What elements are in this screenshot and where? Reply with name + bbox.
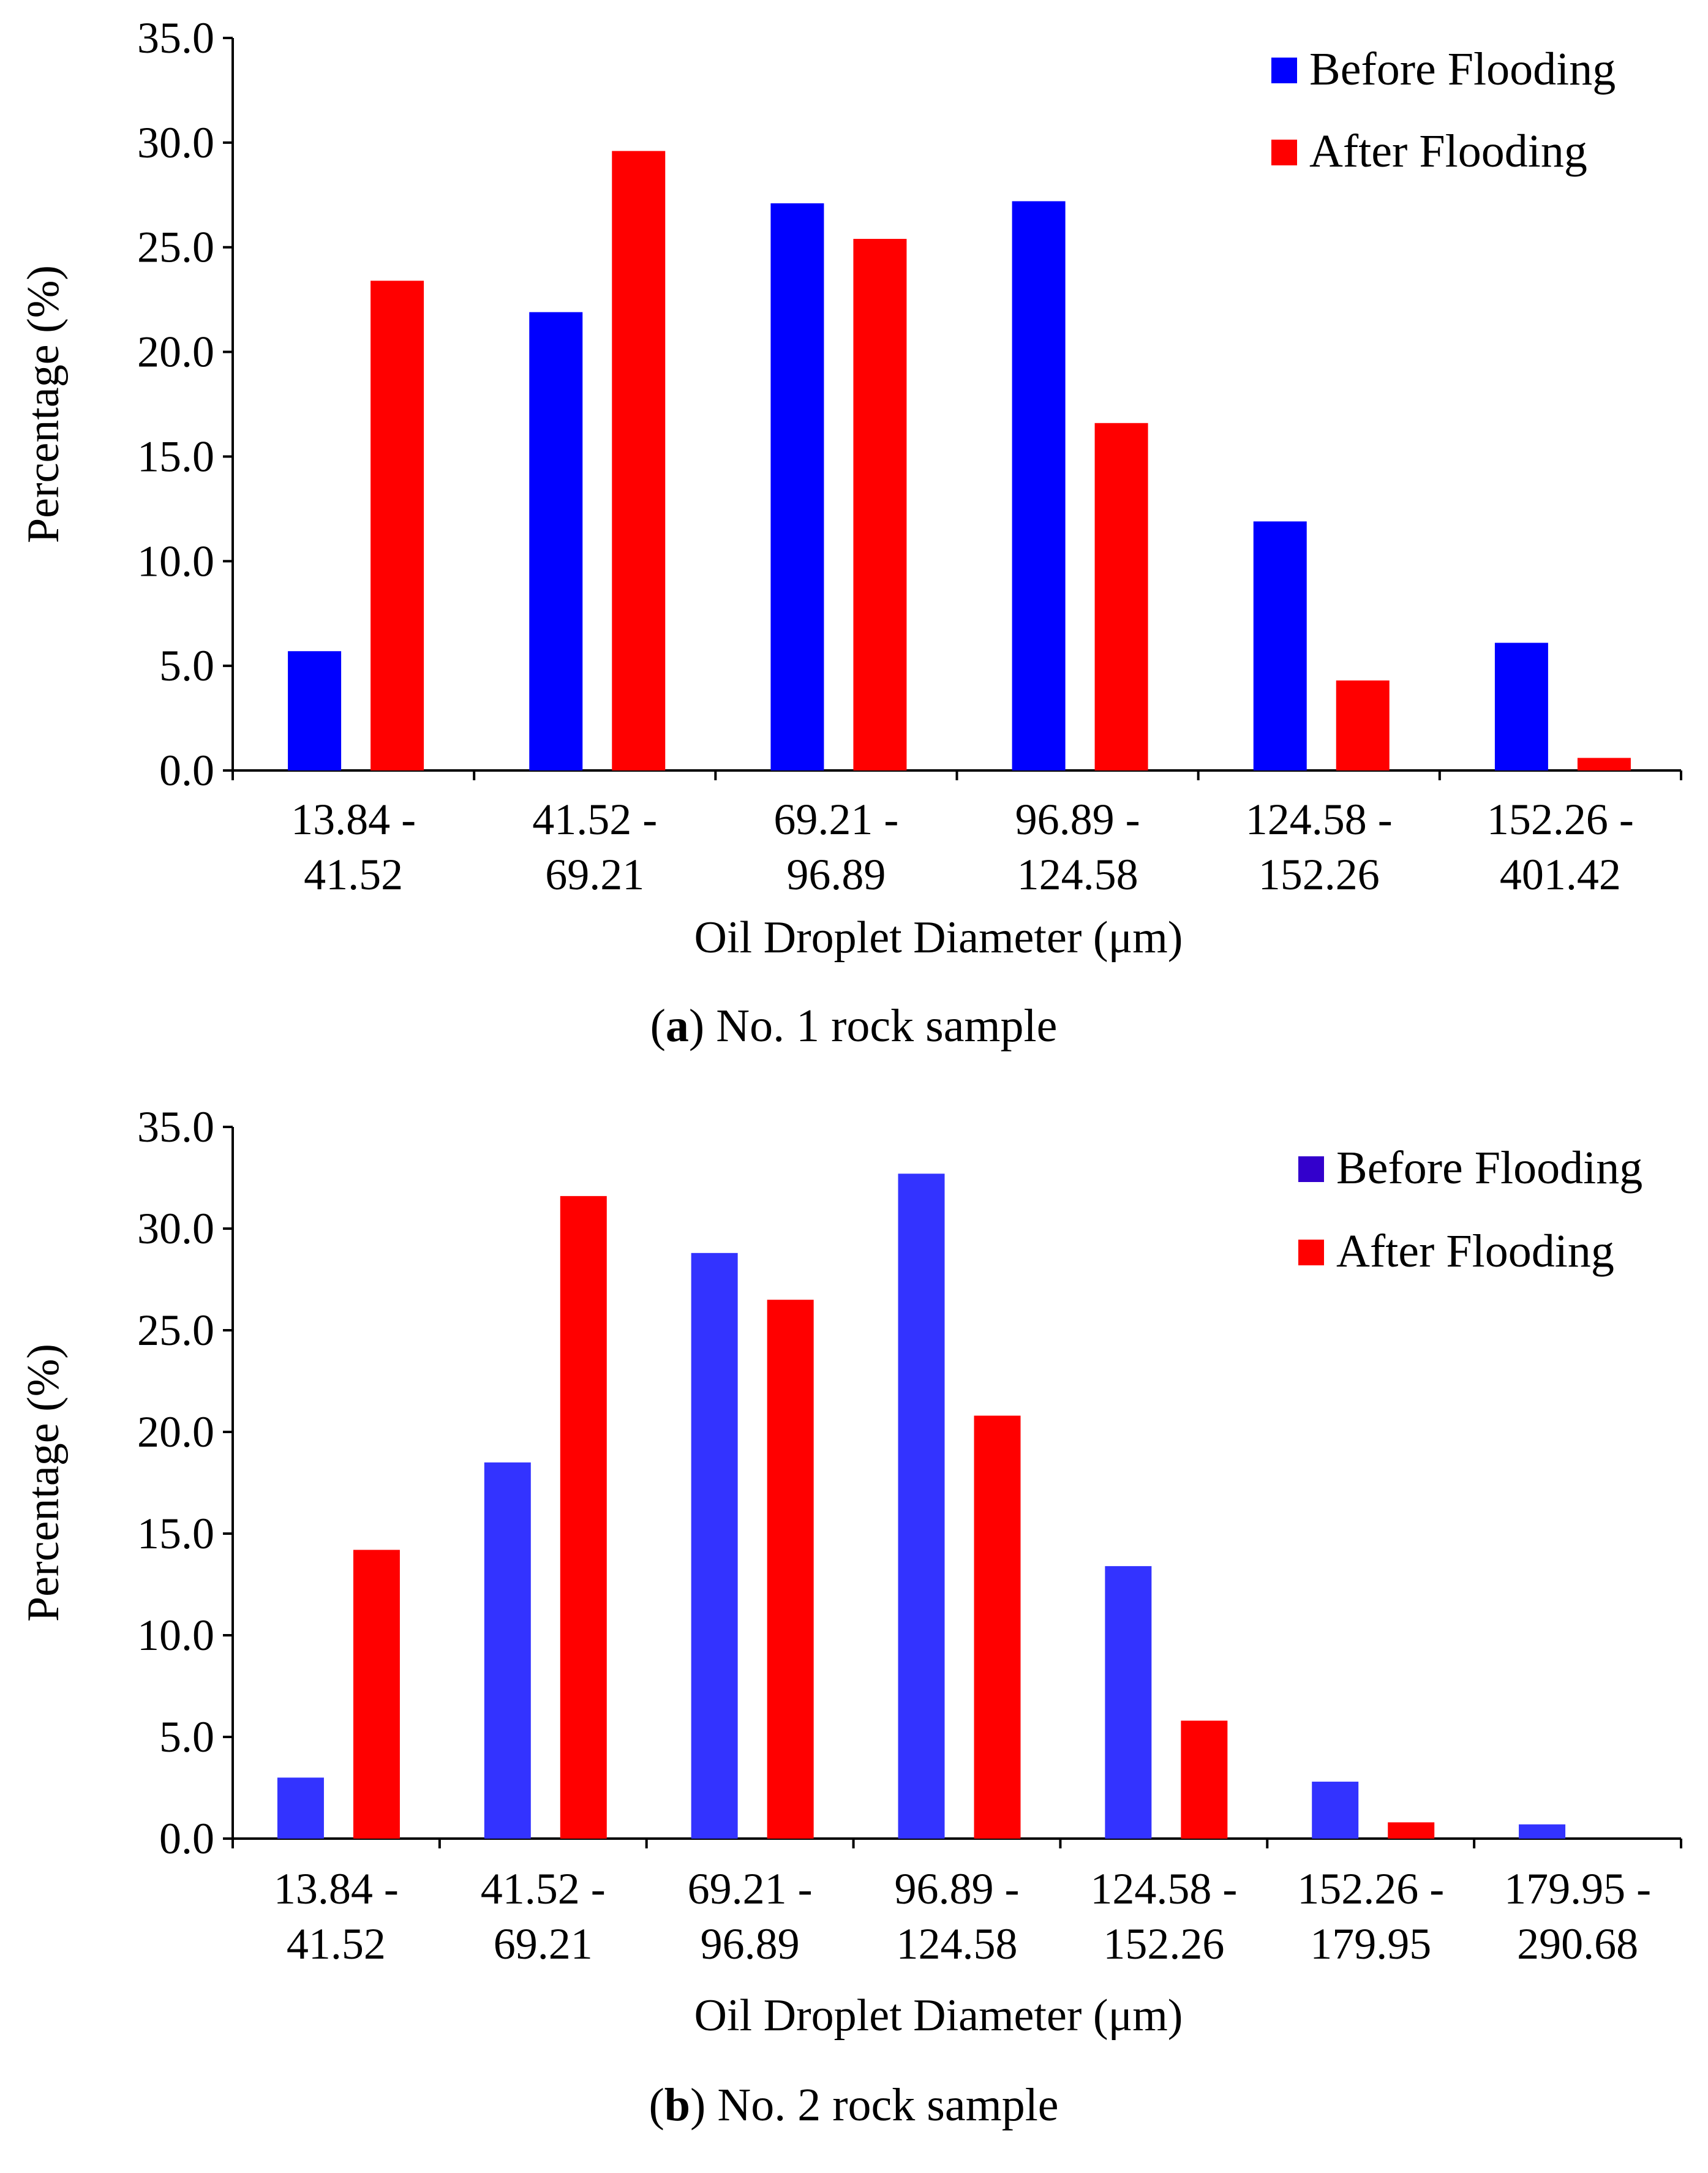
legend-label-before-flooding: Before Flooding	[1309, 43, 1616, 95]
bar-before-flooding-4	[1012, 201, 1066, 771]
x-tick-label: 124.58 -	[1246, 795, 1393, 844]
bar-before-flooding-2	[484, 1462, 531, 1839]
bar-before-flooding-1	[288, 651, 342, 770]
panel-caption: (a) No. 1 rock sample	[650, 1000, 1058, 1052]
x-tick-label: 124.58	[897, 1919, 1018, 1968]
chart-panel-b: 0.0 5.0 10.0 15.0 20.0 25.0 30.0 35.0 13.84 - 41.…	[18, 1102, 1682, 2131]
x-tick-label: 401.42	[1500, 850, 1621, 899]
y-tick-label: 10.0	[137, 1611, 214, 1660]
x-tick-label: 179.95	[1310, 1919, 1431, 1968]
x-tick-label: 124.58	[1017, 850, 1138, 899]
x-tick-label: 69.21	[494, 1919, 593, 1968]
y-tick-label: 0.0	[159, 1814, 214, 1863]
x-tick-label: 41.52 -	[481, 1864, 606, 1913]
legend-label-after-flooding: After Flooding	[1336, 1226, 1614, 1277]
legend-swatch-before-flooding	[1298, 1156, 1324, 1182]
y-tick-label: 35.0	[137, 1102, 214, 1151]
x-axis-title: Oil Droplet Diameter (μm)	[694, 913, 1183, 963]
x-tick-label: 96.89 -	[895, 1864, 1020, 1913]
legend-swatch-after-flooding	[1271, 140, 1297, 165]
x-tick-label: 41.52 -	[532, 795, 657, 844]
x-tick-label: 41.52	[287, 1919, 386, 1968]
y-tick-label: 25.0	[137, 1306, 214, 1355]
y-axis-title: Percentage (%)	[18, 265, 69, 543]
y-tick-label: 20.0	[137, 328, 214, 377]
x-tick-label: 96.89	[701, 1919, 800, 1968]
y-tick-label: 0.0	[159, 746, 214, 795]
bar-after-flooding-4	[974, 1415, 1021, 1839]
x-tick-label: 152.26 -	[1487, 795, 1634, 844]
legend-label-after-flooding: After Flooding	[1309, 126, 1587, 177]
legend: Before Flooding After Flooding	[1298, 1142, 1642, 1277]
x-tick-label: 69.21 -	[773, 795, 898, 844]
x-tick-label: 152.26	[1258, 850, 1380, 899]
x-tick-label: 96.89 -	[1015, 795, 1140, 844]
y-tick-label: 10.0	[137, 537, 214, 586]
x-tick-label: 13.84 -	[291, 795, 416, 844]
x-axis-title: Oil Droplet Diameter (μm)	[694, 1990, 1183, 2041]
x-tick-label: 96.89	[786, 850, 886, 899]
bar-after-flooding-2	[612, 151, 666, 771]
bar-after-flooding-3	[767, 1300, 814, 1839]
y-tick-label: 20.0	[137, 1407, 214, 1456]
bar-before-flooding-6	[1494, 642, 1548, 770]
y-tick-label: 30.0	[137, 118, 214, 167]
panel-caption: (b) No. 2 rock sample	[649, 2079, 1058, 2131]
y-tick-label: 5.0	[159, 1712, 214, 1761]
chart-panel-a: 0.0 5.0 10.0 15.0 20.0 25.0 30.0 35.0 13.84 - 41.…	[18, 13, 1682, 1052]
x-tick-label: 69.21 -	[688, 1864, 813, 1913]
x-tick-label: 152.26	[1103, 1919, 1224, 1968]
legend-label-before-flooding: Before Flooding	[1336, 1142, 1642, 1194]
y-tick-label: 15.0	[137, 1509, 214, 1558]
legend: Before Flooding After Flooding	[1271, 43, 1616, 177]
bar-before-flooding-3	[770, 203, 824, 770]
bar-after-flooding-4	[1094, 423, 1148, 770]
y-tick-label: 25.0	[137, 223, 214, 272]
bar-before-flooding-5	[1253, 521, 1307, 770]
bar-after-flooding-5	[1336, 680, 1390, 770]
x-tick-label: 290.68	[1517, 1919, 1638, 1968]
y-tick-label: 35.0	[137, 13, 214, 62]
x-tick-label: 179.95 -	[1504, 1864, 1651, 1913]
y-axis-title: Percentage (%)	[18, 1344, 69, 1622]
bar-before-flooding-2	[529, 312, 583, 770]
x-tick-label: 124.58 -	[1090, 1864, 1237, 1913]
y-tick-label: 30.0	[137, 1204, 214, 1253]
bar-after-flooding-2	[560, 1196, 607, 1839]
legend-swatch-after-flooding	[1298, 1240, 1324, 1265]
bar-after-flooding-5	[1181, 1720, 1228, 1839]
y-tick-label: 5.0	[159, 641, 214, 690]
x-tick-label: 69.21	[545, 850, 644, 899]
bar-after-flooding-1	[353, 1550, 400, 1839]
y-tick-label: 15.0	[137, 432, 214, 481]
bar-before-flooding-4	[898, 1173, 945, 1839]
bar-before-flooding-7	[1519, 1824, 1566, 1839]
bar-after-flooding-3	[853, 239, 907, 770]
x-tick-label: 13.84 -	[274, 1864, 399, 1913]
x-tick-label: 41.52	[304, 850, 403, 899]
bar-before-flooding-6	[1312, 1782, 1359, 1839]
bar-before-flooding-5	[1105, 1566, 1152, 1839]
legend-swatch-before-flooding	[1271, 58, 1297, 83]
bar-after-flooding-6	[1388, 1822, 1435, 1839]
bar-after-flooding-6	[1577, 758, 1631, 770]
bar-after-flooding-1	[371, 281, 424, 771]
bar-before-flooding-3	[691, 1252, 738, 1839]
x-tick-label: 152.26 -	[1297, 1864, 1444, 1913]
bar-before-flooding-1	[277, 1777, 324, 1839]
